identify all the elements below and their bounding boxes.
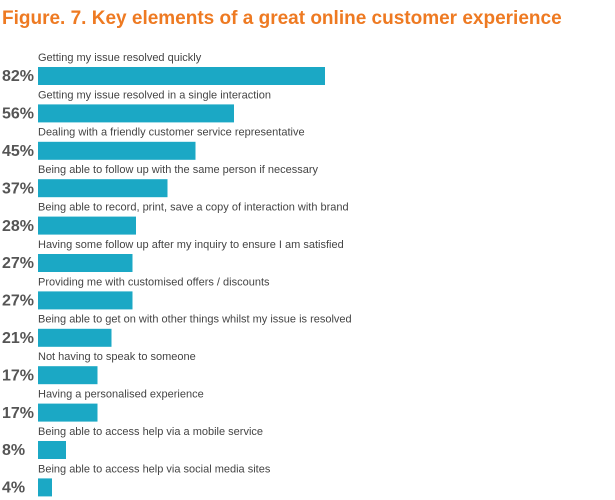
bar xyxy=(38,328,112,347)
bar xyxy=(38,366,98,385)
value-label: 21% xyxy=(2,330,34,347)
value-label: 27% xyxy=(2,293,34,310)
value-label: 37% xyxy=(2,180,34,197)
category-label: Having a personalised experience xyxy=(38,389,204,401)
bar xyxy=(38,291,133,310)
bar xyxy=(38,478,52,497)
category-label: Being able to get on with other things w… xyxy=(38,314,352,326)
value-label: 4% xyxy=(2,480,25,497)
value-label: 45% xyxy=(2,143,34,160)
bar xyxy=(38,141,196,160)
category-label: Being able to follow up with the same pe… xyxy=(38,164,319,176)
category-label: Getting my issue resolved in a single in… xyxy=(38,89,271,101)
value-label: 17% xyxy=(2,367,34,384)
category-label: Being able to access help via a mobile s… xyxy=(38,426,263,438)
value-label: 56% xyxy=(2,106,34,123)
chart-title: Figure. 7. Key elements of a great onlin… xyxy=(2,8,562,29)
bar xyxy=(38,216,136,235)
value-label: 28% xyxy=(2,218,34,235)
value-label: 27% xyxy=(2,255,34,272)
bar xyxy=(38,441,66,459)
category-label: Being able to access help via social med… xyxy=(38,463,271,475)
category-label: Getting my issue resolved quickly xyxy=(38,52,202,64)
category-label: Not having to speak to someone xyxy=(38,351,196,363)
category-label: Providing me with customised offers / di… xyxy=(38,276,270,288)
value-label: 8% xyxy=(2,442,25,459)
value-label: 17% xyxy=(2,405,34,422)
bar xyxy=(38,254,133,272)
category-label: Being able to record, print, save a copy… xyxy=(38,202,349,214)
category-label: Dealing with a friendly customer service… xyxy=(38,127,305,139)
category-label: Having some follow up after my inquiry t… xyxy=(38,239,344,251)
bar xyxy=(38,104,234,123)
bar xyxy=(38,403,98,422)
bar xyxy=(38,67,325,85)
value-label: 82% xyxy=(2,68,34,85)
bar xyxy=(38,179,168,198)
